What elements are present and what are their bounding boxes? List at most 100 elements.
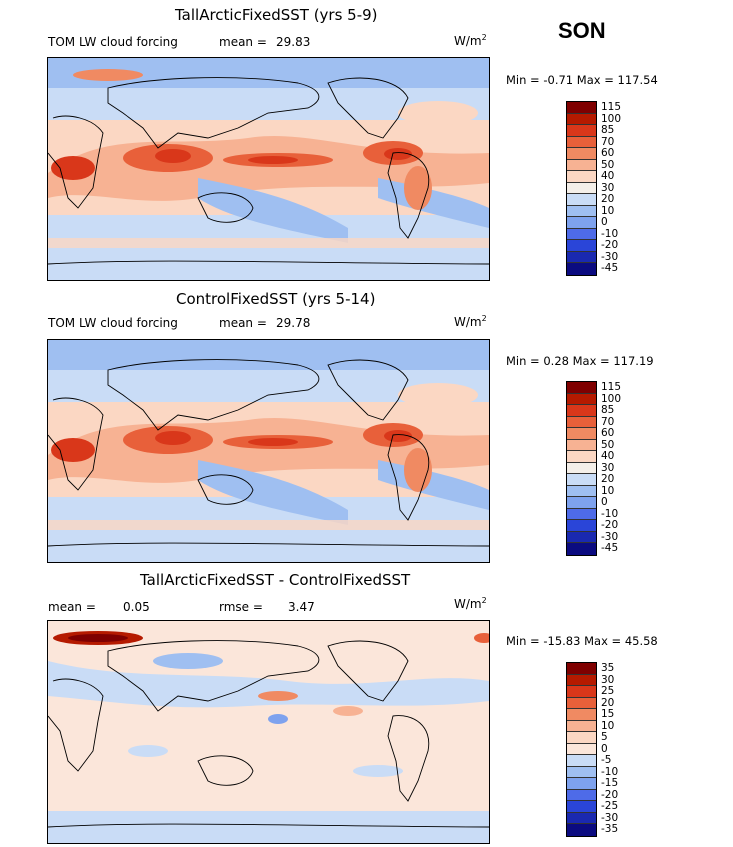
panel3-colorbar-swatch — [567, 812, 596, 825]
panel2-colorbar-tick-label: 0 — [601, 496, 608, 509]
panel2-colorbar-swatch — [567, 382, 596, 394]
panel3-colorbar-tick-label: -25 — [601, 800, 619, 813]
panel1-colorbar-swatch — [567, 102, 596, 114]
panel1-colorbar-swatch — [567, 194, 596, 206]
panel1-colorbar-swatch — [567, 228, 596, 241]
panel2-colorbar-tick-label: 85 — [601, 404, 615, 417]
panel2-colorbar-swatch — [567, 462, 596, 475]
panel3-colorbar-tick-label: 0 — [601, 742, 608, 755]
panel1-colorbar-tick-label: 60 — [601, 147, 615, 160]
panel3-units: W/m2 — [454, 596, 487, 611]
panel2-colorbar-swatch — [567, 531, 596, 544]
panel1-colorbar — [566, 101, 597, 276]
panel2-colorbar-swatch — [567, 439, 596, 452]
panel1-colorbar-swatch — [567, 113, 596, 126]
panel2-colorbar-swatch — [567, 520, 596, 532]
panel3-mean-value: 0.05 — [123, 600, 150, 614]
panel2-colorbar — [566, 381, 597, 556]
panel3-colorbar-tick-label: -35 — [601, 823, 619, 836]
panel2-colorbar-swatch — [567, 451, 596, 463]
panel3-colorbar-tick-label: -30 — [601, 811, 619, 824]
panel3-colorbar-swatch — [567, 801, 596, 813]
panel2-colorbar-swatch — [567, 393, 596, 406]
panel3-colorbar-tick-label: -15 — [601, 777, 619, 790]
panel1-colorbar-swatch — [567, 182, 596, 195]
panel1-min-max: Min = -0.71 Max = 117.54 — [506, 73, 658, 87]
panel2-colorbar-tick-label: 60 — [601, 427, 615, 440]
panel3-colorbar-swatch — [567, 709, 596, 721]
panel2-colorbar-swatch — [567, 508, 596, 521]
panel3-colorbar-tick-label: -20 — [601, 788, 619, 801]
panel3-rmse-label: rmse = — [219, 600, 263, 614]
panel1-colorbar-swatch — [567, 205, 596, 218]
panel1-colorbar-tick-label: 10 — [601, 204, 615, 217]
panel1-colorbar-tick-label: 40 — [601, 170, 615, 183]
panel1-units: W/m2 — [454, 33, 487, 48]
panel2-colorbar-swatch — [567, 416, 596, 429]
panel3-colorbar-tick-label: -5 — [601, 754, 612, 767]
panel3-colorbar-tick-label: 30 — [601, 673, 615, 686]
panel1-title: TallArcticFixedSST (yrs 5-9) — [175, 6, 378, 24]
panel3-colorbar-tick-label: 35 — [601, 662, 615, 674]
panel3-colorbar-swatch — [567, 755, 596, 767]
panel1-colorbar-swatch — [567, 136, 596, 149]
panel3-colorbar-swatch — [567, 789, 596, 802]
panel2-min-max: Min = 0.28 Max = 117.19 — [506, 354, 654, 368]
panel3-colorbar-tick-label: 5 — [601, 731, 608, 744]
panel2-colorbar-tick-label: 50 — [601, 438, 615, 451]
panel1-colorbar-tick-label: 100 — [601, 112, 622, 125]
panel3-colorbar-swatch — [567, 743, 596, 756]
panel1-colorbar-swatch — [567, 240, 596, 252]
panel2-colorbar-tick-label: 10 — [601, 484, 615, 497]
panel3-colorbar-swatch — [567, 766, 596, 779]
panel1-variable: TOM LW cloud forcing — [48, 35, 178, 49]
panel1-colorbar-tick-label: 20 — [601, 193, 615, 206]
panel1-colorbar-tick-label: 50 — [601, 158, 615, 171]
panel1-colorbar-swatch — [567, 125, 596, 137]
panel3-colorbar — [566, 662, 597, 837]
panel2-colorbar-tick-label: -45 — [601, 542, 619, 555]
panel1-colorbar-tick-label: -10 — [601, 227, 619, 240]
panel2-map — [47, 339, 490, 563]
panel1-colorbar-tick-label: -45 — [601, 262, 619, 275]
panel2-colorbar-tick-label: 40 — [601, 450, 615, 463]
panel3-mean-label: mean = — [48, 600, 96, 614]
panel3-map — [47, 620, 490, 844]
panel1-colorbar-tick-label: 0 — [601, 216, 608, 229]
panel2-colorbar-tick-label: 20 — [601, 473, 615, 486]
panel1-mean-label: mean = — [219, 35, 267, 49]
panel2-colorbar-tick-label: 30 — [601, 461, 615, 474]
panel3-min-max: Min = -15.83 Max = 45.58 — [506, 634, 658, 648]
panel2-title: ControlFixedSST (yrs 5-14) — [176, 290, 376, 308]
panel3-colorbar-tick-label: 10 — [601, 719, 615, 732]
panel1-colorbar-tick-label: -30 — [601, 250, 619, 263]
panel2-colorbar-swatch — [567, 485, 596, 498]
panel2-colorbar-tick-label: 115 — [601, 381, 622, 393]
panel1-colorbar-swatch — [567, 217, 596, 229]
panel3-colorbar-tick-label: -10 — [601, 765, 619, 778]
panel3-colorbar-tick-label: 15 — [601, 708, 615, 721]
panel2-colorbar-tick-label: 100 — [601, 392, 622, 405]
panel1-colorbar-tick-label: 70 — [601, 135, 615, 148]
panel3-colorbar-swatch — [567, 720, 596, 733]
panel2-colorbar-swatch — [567, 543, 596, 555]
panel3-colorbar-swatch — [567, 697, 596, 710]
panel2-variable: TOM LW cloud forcing — [48, 316, 178, 330]
panel1-colorbar-tick-label: 85 — [601, 124, 615, 137]
panel1-map-field — [48, 58, 489, 280]
panel3-map-field — [48, 621, 489, 843]
panel2-mean-value: 29.78 — [276, 316, 311, 330]
panel3-colorbar-swatch — [567, 663, 596, 675]
panel2-colorbar-swatch — [567, 497, 596, 509]
panel2-colorbar-tick-label: -30 — [601, 530, 619, 543]
panel1-mean-value: 29.83 — [276, 35, 311, 49]
panel3-colorbar-swatch — [567, 824, 596, 836]
panel2-colorbar-swatch — [567, 428, 596, 440]
panel2-map-field — [48, 340, 489, 562]
panel2-colorbar-tick-label: -20 — [601, 519, 619, 532]
panel1-colorbar-tick-label: -20 — [601, 239, 619, 252]
panel3-colorbar-tick-label: 25 — [601, 685, 615, 698]
panel3-rmse-value: 3.47 — [288, 600, 315, 614]
panel3-colorbar-swatch — [567, 686, 596, 698]
panel3-title: TallArcticFixedSST - ControlFixedSST — [140, 571, 411, 589]
